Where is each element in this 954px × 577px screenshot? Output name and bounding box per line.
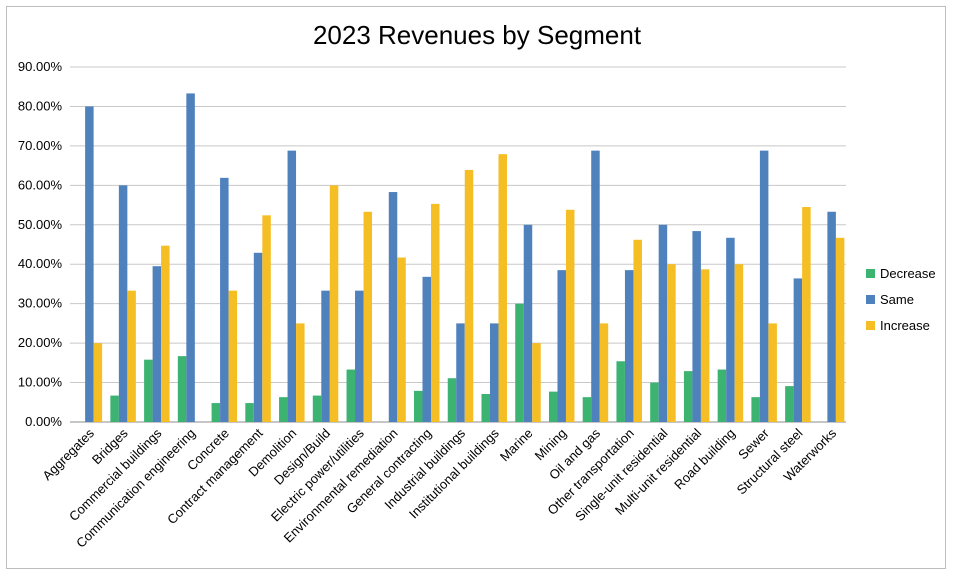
bar-decrease	[447, 378, 457, 422]
bar-same	[355, 290, 364, 422]
bar-decrease	[616, 361, 625, 422]
y-tick-label: 10.00%	[18, 375, 63, 390]
bar-same	[321, 290, 330, 422]
bar-increase	[431, 203, 440, 422]
bar-decrease	[177, 356, 187, 422]
x-tick-label: Marine	[497, 426, 536, 465]
bar-increase	[127, 290, 136, 422]
bar-decrease	[245, 403, 254, 422]
bar-decrease	[312, 395, 322, 422]
y-tick-label: 50.00%	[18, 217, 63, 232]
bar-decrease	[548, 391, 558, 422]
bar-increase	[161, 245, 170, 422]
bar-decrease	[481, 393, 490, 422]
bar-increase	[464, 169, 474, 422]
bar-decrease	[414, 390, 423, 422]
bar-increase	[93, 343, 103, 422]
bar-same	[85, 106, 94, 422]
y-tick-label: 20.00%	[18, 335, 63, 350]
bar-same	[759, 150, 769, 422]
bar-increase	[802, 207, 811, 422]
bar-increase	[363, 211, 373, 422]
legend-label-decrease: Decrease	[880, 266, 936, 281]
bar-same	[658, 224, 668, 422]
bar-decrease	[785, 386, 794, 422]
bar-same	[253, 252, 263, 422]
bar-same	[489, 323, 499, 422]
bar-decrease	[211, 403, 221, 422]
bar-same	[152, 266, 162, 422]
bar-decrease	[110, 395, 119, 422]
y-tick-label: 80.00%	[18, 98, 63, 113]
y-tick-label: 70.00%	[18, 138, 63, 153]
x-tick-label: Aggregates	[39, 425, 97, 483]
bar-same	[118, 185, 128, 422]
bar-decrease	[582, 397, 592, 422]
bar-increase	[667, 264, 676, 422]
legend-label-same: Same	[880, 292, 914, 307]
bar-same	[827, 211, 836, 422]
gridlines	[70, 66, 846, 423]
bar-increase	[329, 185, 339, 422]
bar-same	[287, 150, 297, 422]
bar-increase	[397, 257, 406, 422]
bar-same	[422, 276, 432, 422]
bar-increase	[228, 290, 238, 422]
y-tick-label: 60.00%	[18, 177, 63, 192]
bar-decrease	[279, 397, 288, 422]
bar-increase	[599, 323, 609, 422]
bar-decrease	[751, 397, 760, 422]
bar-same	[692, 231, 701, 422]
bar-increase	[835, 237, 845, 422]
legend-label-increase: Increase	[880, 318, 930, 333]
bar-decrease	[650, 382, 659, 422]
bar-same	[220, 177, 229, 422]
bar-same	[523, 224, 533, 422]
bar-increase	[565, 209, 575, 422]
bar-same	[388, 192, 398, 422]
bar-same	[456, 323, 465, 422]
bar-decrease	[683, 371, 693, 422]
chart-title: 2023 Revenues by Segment	[313, 20, 642, 50]
y-axis: 0.00% 10.00% 20.00% 30.00% 40.00% 50.00% 60.00…	[18, 59, 63, 429]
bar-same	[186, 93, 195, 422]
bar-increase	[734, 264, 744, 422]
legend-swatch-same	[866, 295, 875, 304]
bar-increase	[296, 323, 305, 422]
legend-swatch-decrease	[866, 269, 875, 278]
y-tick-label: 90.00%	[18, 59, 63, 74]
bars-group	[85, 93, 845, 422]
bar-increase	[532, 343, 541, 422]
bar-decrease	[717, 369, 727, 422]
bar-increase	[498, 154, 507, 422]
legend-swatch-increase	[866, 321, 875, 330]
bar-increase	[633, 239, 642, 422]
y-tick-label: 30.00%	[18, 296, 63, 311]
bar-same	[624, 270, 634, 422]
bar-same	[793, 278, 803, 422]
bar-increase	[768, 323, 777, 422]
y-tick-label: 0.00%	[25, 414, 62, 429]
bar-same	[591, 150, 600, 422]
bar-same	[557, 270, 566, 422]
bar-decrease	[144, 359, 153, 422]
bar-increase	[700, 269, 710, 422]
bar-decrease	[346, 369, 356, 422]
y-tick-label: 40.00%	[18, 256, 63, 271]
bar-same	[726, 237, 735, 422]
legend: Decrease Same Increase	[866, 266, 936, 333]
bar-decrease	[515, 303, 524, 422]
bar-increase	[262, 215, 271, 422]
